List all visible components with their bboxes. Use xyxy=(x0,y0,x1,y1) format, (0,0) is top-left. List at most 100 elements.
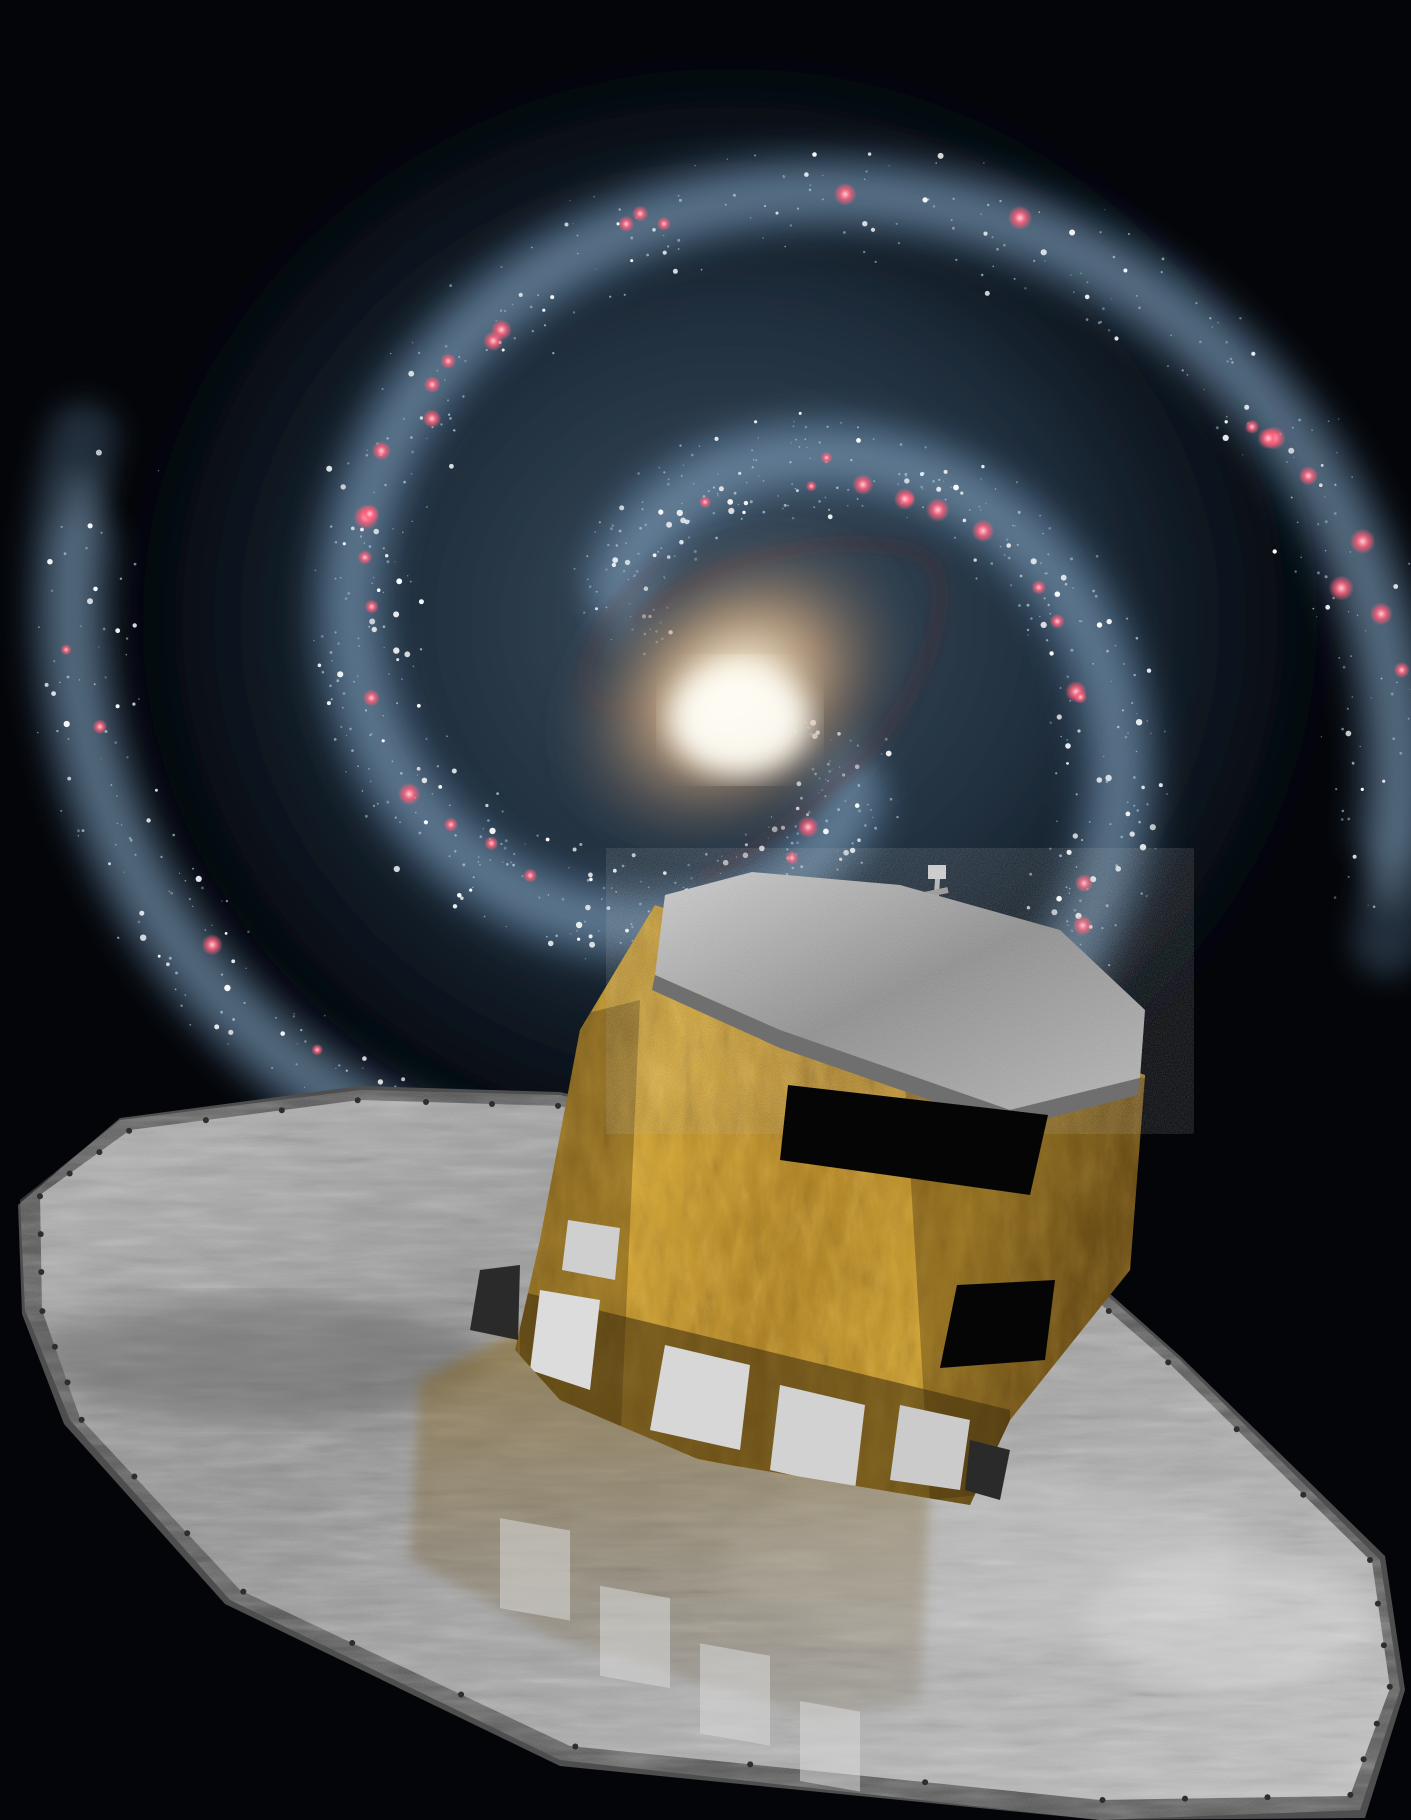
star xyxy=(329,684,332,688)
star xyxy=(680,474,683,477)
star xyxy=(462,395,465,398)
star xyxy=(1064,582,1068,586)
star xyxy=(752,458,755,461)
star xyxy=(444,379,446,381)
star xyxy=(1096,622,1103,628)
star xyxy=(981,464,985,469)
star xyxy=(85,546,88,550)
star xyxy=(576,234,579,237)
star xyxy=(712,511,716,515)
star xyxy=(232,1018,236,1021)
star xyxy=(992,265,994,268)
star xyxy=(521,875,524,878)
star xyxy=(116,795,118,797)
star xyxy=(403,480,406,484)
star xyxy=(1026,603,1030,607)
rivet xyxy=(1360,1756,1367,1763)
rivet xyxy=(489,1101,495,1107)
star xyxy=(396,658,400,662)
star xyxy=(166,962,170,967)
star xyxy=(340,484,346,490)
star xyxy=(1060,735,1062,738)
star xyxy=(662,234,665,237)
star xyxy=(589,941,596,948)
star xyxy=(1324,575,1328,579)
star xyxy=(393,865,400,873)
star xyxy=(1293,456,1295,458)
star xyxy=(1056,714,1062,720)
star xyxy=(950,219,953,222)
star xyxy=(812,152,817,157)
star xyxy=(120,824,123,826)
star xyxy=(436,369,439,372)
star xyxy=(485,348,488,352)
star xyxy=(512,863,515,867)
star xyxy=(870,227,876,232)
star xyxy=(618,208,621,211)
rivet xyxy=(37,1231,44,1238)
star xyxy=(1070,557,1073,561)
star xyxy=(372,576,375,579)
side-bracket-right xyxy=(965,1440,1010,1500)
star xyxy=(129,838,133,842)
star xyxy=(225,899,229,903)
star xyxy=(518,292,523,297)
star xyxy=(1049,612,1051,615)
star xyxy=(394,561,396,563)
star xyxy=(449,463,454,469)
star xyxy=(1069,229,1076,236)
star xyxy=(1048,527,1052,530)
star xyxy=(1110,298,1112,300)
star xyxy=(390,352,392,355)
rivet xyxy=(1386,1683,1393,1690)
hii-region xyxy=(483,330,504,352)
star xyxy=(365,814,368,818)
star xyxy=(676,509,683,517)
star xyxy=(426,506,428,508)
star xyxy=(174,988,177,991)
star xyxy=(382,591,385,594)
star xyxy=(93,586,98,592)
star xyxy=(618,529,622,533)
star xyxy=(1211,326,1213,328)
star xyxy=(513,337,516,340)
star xyxy=(1039,615,1041,618)
star xyxy=(577,252,579,255)
star xyxy=(489,859,492,862)
star xyxy=(1017,510,1021,514)
star xyxy=(568,866,570,869)
star xyxy=(1060,574,1067,581)
star xyxy=(116,822,119,825)
star xyxy=(53,660,56,663)
star xyxy=(1170,334,1173,337)
hii-region xyxy=(311,1043,324,1056)
star xyxy=(438,785,443,789)
star xyxy=(727,499,734,505)
star xyxy=(415,811,417,814)
star xyxy=(550,295,555,300)
star xyxy=(804,438,807,441)
star xyxy=(1126,617,1129,620)
star xyxy=(1010,584,1013,587)
star xyxy=(1186,374,1189,376)
star xyxy=(117,936,120,939)
rivet xyxy=(555,1102,561,1109)
star xyxy=(602,886,606,890)
star xyxy=(1272,549,1277,554)
star xyxy=(1026,906,1031,910)
star xyxy=(564,222,569,227)
star xyxy=(60,809,63,813)
star xyxy=(1146,803,1149,806)
star xyxy=(313,640,315,642)
rivet xyxy=(423,1099,429,1105)
star xyxy=(1047,553,1050,556)
rivet xyxy=(1374,1600,1381,1607)
star xyxy=(157,954,161,958)
hii-region xyxy=(925,497,950,522)
star xyxy=(221,900,223,902)
star xyxy=(806,447,808,449)
star xyxy=(990,562,994,565)
star xyxy=(362,1067,364,1069)
star xyxy=(426,437,428,440)
star xyxy=(804,425,808,429)
